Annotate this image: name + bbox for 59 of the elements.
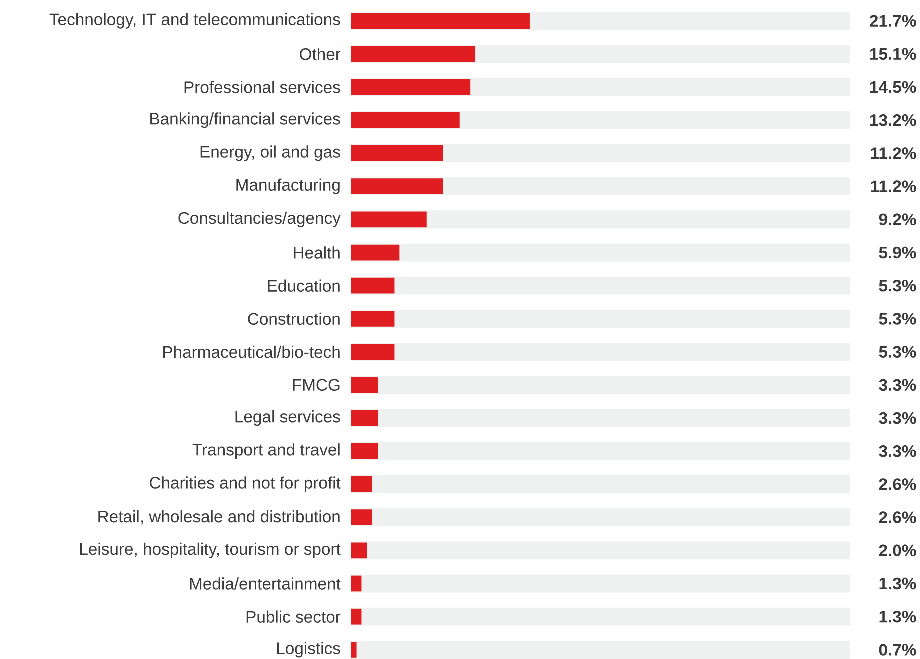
y-tick-label: Pharmaceutical/bio-tech — [164, 346, 340, 358]
data-label: 21.7% — [870, 15, 916, 27]
bar — [350, 542, 368, 559]
data-label: 3.3% — [879, 412, 916, 424]
y-tick-label: Construction — [248, 312, 340, 326]
bar — [350, 576, 362, 592]
y-tick-label: Education — [268, 280, 340, 292]
bar — [350, 146, 444, 162]
bar — [350, 244, 400, 261]
data-label: 3.3% — [879, 445, 916, 458]
y-tick-label: Charities and not for profit — [150, 476, 341, 492]
y-tick-label: Leisure, hospitality, tourism or sport — [80, 542, 341, 558]
data-label: 9.2% — [879, 214, 916, 226]
data-label: 5.3% — [879, 313, 916, 325]
y-tick-label: Consultancies/agency — [178, 212, 341, 228]
y-tick-label: Retail, wholesale and distribution — [98, 510, 340, 525]
data-label: 5.9% — [879, 246, 916, 259]
bar — [350, 344, 395, 360]
bar — [350, 476, 372, 492]
data-label: 0.7% — [879, 644, 916, 656]
y-tick-label: Health — [294, 246, 340, 259]
y-tick-label: Public sector — [246, 610, 341, 623]
y-tick-label: Banking/financial services — [150, 112, 340, 128]
data-label: 14.5% — [870, 81, 916, 94]
bar — [350, 443, 378, 460]
y-tick-label: Legal services — [236, 410, 340, 426]
bar — [350, 278, 395, 294]
data-label: 1.3% — [880, 578, 916, 590]
data-label: 5.3% — [879, 346, 916, 358]
y-tick-label: Professional services — [184, 81, 340, 94]
data-label: 2.0% — [879, 544, 916, 557]
y-tick-label: FMCG — [293, 379, 340, 392]
bar — [350, 510, 372, 526]
bar — [350, 311, 395, 327]
y-tick-label: Other — [300, 48, 341, 60]
y-tick-label: Transport and travel — [192, 444, 340, 460]
bar — [350, 642, 357, 658]
data-label: 2.6% — [879, 478, 916, 490]
y-tick-label: Energy, oil and gas — [200, 146, 340, 162]
y-tick-label: Media/entertainment — [190, 578, 341, 590]
data-label: 15.1% — [870, 48, 916, 60]
data-label: 3.3% — [879, 379, 916, 392]
y-tick-label: Manufacturing — [236, 178, 340, 194]
bar — [350, 410, 378, 426]
data-label: 2.6% — [879, 512, 916, 524]
bar — [350, 46, 476, 62]
bar — [350, 178, 444, 195]
bar — [350, 112, 460, 128]
bar — [350, 79, 471, 96]
bar — [350, 377, 378, 394]
y-tick-label: Technology, IT and telecommunications — [50, 13, 340, 29]
data-label: 5.3% — [879, 280, 916, 292]
data-label: 11.2% — [871, 180, 916, 192]
bar — [350, 608, 362, 625]
data-label: 13.2% — [870, 114, 916, 126]
y-tick-label: Logistics — [277, 642, 340, 658]
data-label: 11.2% — [871, 148, 916, 160]
bar — [350, 212, 427, 228]
data-label: 1.3% — [880, 610, 916, 623]
